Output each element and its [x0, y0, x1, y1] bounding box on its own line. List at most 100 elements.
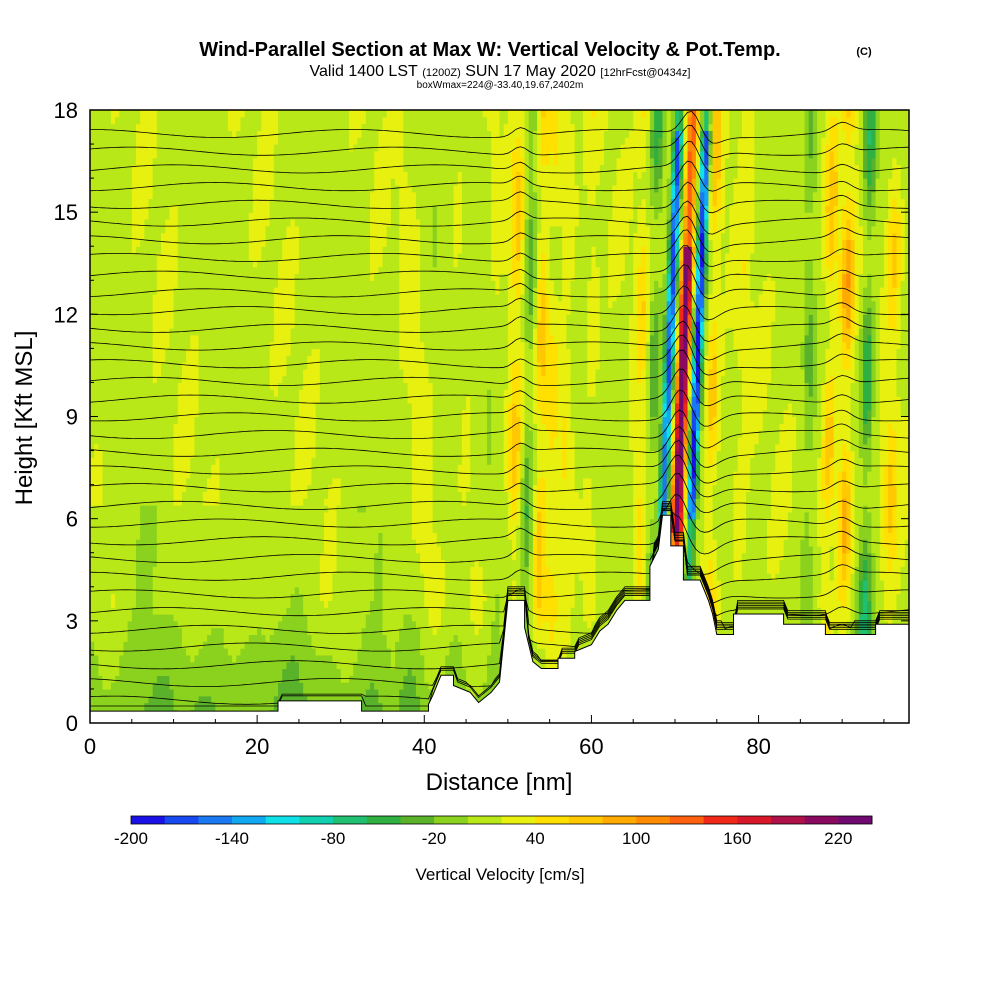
velocity-cell [541, 259, 547, 268]
velocity-cell [720, 253, 726, 261]
velocity-cell [700, 314, 705, 322]
velocity-cell [453, 259, 459, 268]
velocity-cell [219, 457, 296, 465]
velocity-cell [512, 246, 517, 254]
velocity-cell [311, 641, 363, 649]
velocity-cell [541, 559, 547, 567]
velocity-cell [879, 389, 898, 397]
velocity-cell [863, 225, 868, 234]
velocity-cell [386, 225, 400, 234]
velocity-cell [587, 334, 601, 343]
velocity-cell [771, 573, 776, 581]
velocity-cell [491, 246, 513, 254]
velocity-cell [528, 184, 534, 193]
velocity-cell [825, 457, 831, 465]
velocity-cell [524, 137, 530, 145]
velocity-cell [587, 287, 601, 295]
velocity-cell [633, 205, 638, 213]
velocity-cell [879, 573, 902, 581]
velocity-cell [512, 539, 517, 547]
velocity-cell [520, 362, 526, 370]
velocity-cell [599, 314, 630, 322]
velocity-cell [871, 450, 881, 458]
velocity-cell [102, 484, 175, 493]
velocity-cell [90, 198, 133, 206]
velocity-cell [570, 423, 630, 431]
velocity-cell [666, 157, 672, 166]
velocity-cell [507, 443, 513, 452]
velocity-cell [858, 368, 864, 377]
velocity-cell [888, 559, 893, 567]
velocity-cell [687, 382, 693, 390]
velocity-cell [825, 171, 831, 179]
velocity-cell [558, 137, 576, 145]
velocity-cell [645, 382, 651, 390]
velocity-cell [687, 239, 693, 247]
velocity-cell [829, 627, 835, 636]
velocity-cell [854, 477, 864, 486]
velocity-cell [670, 198, 676, 206]
velocity-cell [457, 484, 471, 493]
velocity-cell [537, 218, 542, 227]
velocity-cell [633, 178, 651, 186]
velocity-cell [817, 593, 839, 601]
velocity-cell [649, 225, 668, 234]
velocity-cell [741, 389, 768, 397]
velocity-cell [282, 614, 308, 622]
velocity-cell [687, 450, 693, 458]
velocity-cell [687, 293, 693, 302]
velocity-cell [445, 654, 463, 663]
velocity-cell [411, 505, 434, 513]
velocity-cell [842, 443, 847, 452]
velocity-cell [127, 620, 179, 629]
velocity-cell [633, 505, 638, 513]
velocity-cell [700, 470, 705, 479]
velocity-cell [900, 266, 906, 275]
velocity-cell [532, 491, 538, 499]
velocity-cell [846, 307, 852, 315]
velocity-cell [829, 266, 835, 275]
velocity-cell [879, 525, 885, 533]
velocity-cell [503, 450, 509, 458]
velocity-cell [528, 307, 534, 315]
velocity-cell [537, 443, 551, 452]
velocity-cell [892, 246, 898, 254]
velocity-cell [537, 280, 547, 288]
velocity-cell [629, 362, 638, 370]
velocity-cell [825, 218, 831, 227]
velocity-cell [332, 573, 375, 581]
velocity-cell [695, 355, 701, 363]
velocity-cell [812, 266, 822, 275]
velocity-cell [700, 246, 705, 254]
velocity-cell [90, 314, 154, 322]
velocity-cell [896, 491, 909, 499]
velocity-cell [817, 307, 831, 315]
velocity-cell [708, 205, 714, 213]
velocity-cell [512, 362, 521, 370]
velocity-cell [528, 137, 534, 145]
velocity-cell [161, 239, 179, 247]
velocity-cell [528, 457, 534, 465]
velocity-cell [520, 225, 526, 234]
velocity-cell [537, 144, 542, 152]
velocity-cell [641, 511, 647, 520]
velocity-cell [524, 321, 534, 329]
velocity-cell [679, 212, 684, 220]
velocity-cell [725, 218, 730, 227]
velocity-cell [812, 314, 818, 322]
velocity-cell [294, 443, 317, 452]
velocity-cell [675, 498, 680, 506]
velocity-cell [675, 470, 684, 479]
velocity-cell [156, 518, 325, 527]
velocity-cell [854, 525, 860, 533]
velocity-cell [792, 402, 806, 411]
velocity-cell [211, 464, 221, 472]
velocity-cell [804, 511, 810, 520]
subtitle-valid: Valid 1400 LST [310, 63, 418, 80]
velocity-cell [833, 416, 852, 424]
velocity-cell [879, 464, 885, 472]
velocity-cell [662, 191, 668, 200]
velocity-cell [812, 355, 818, 363]
velocity-cell [90, 545, 137, 554]
velocity-cell [612, 205, 634, 213]
